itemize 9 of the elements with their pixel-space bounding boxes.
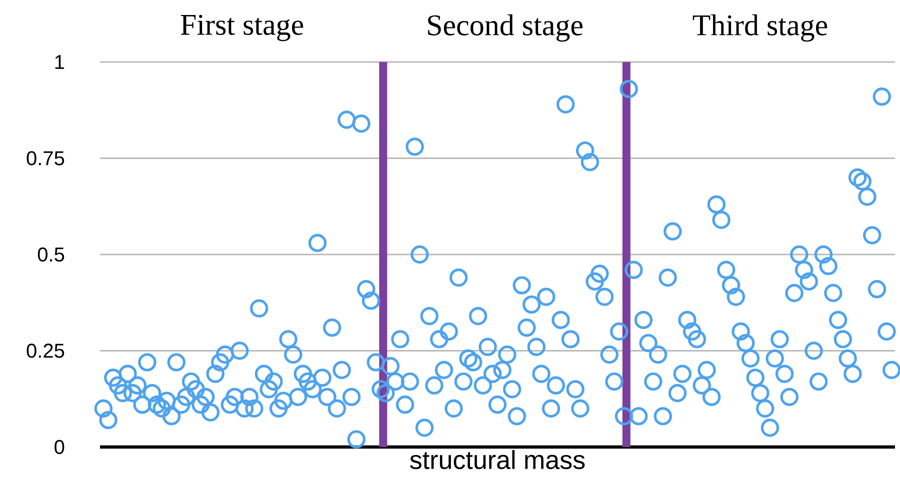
text: Third stage (692, 14, 828, 42)
text: First stage (180, 14, 304, 42)
y-tick-label: 0.75 (26, 151, 64, 166)
x-axis-title: structural mass (410, 450, 585, 470)
y-tick-label: 0.5 (38, 247, 64, 262)
text: Second stage (428, 14, 582, 42)
y-tick-label: 0 (54, 440, 64, 454)
y-tick-label: 0.25 (26, 344, 64, 358)
y-tick-label: 1 (55, 55, 64, 69)
